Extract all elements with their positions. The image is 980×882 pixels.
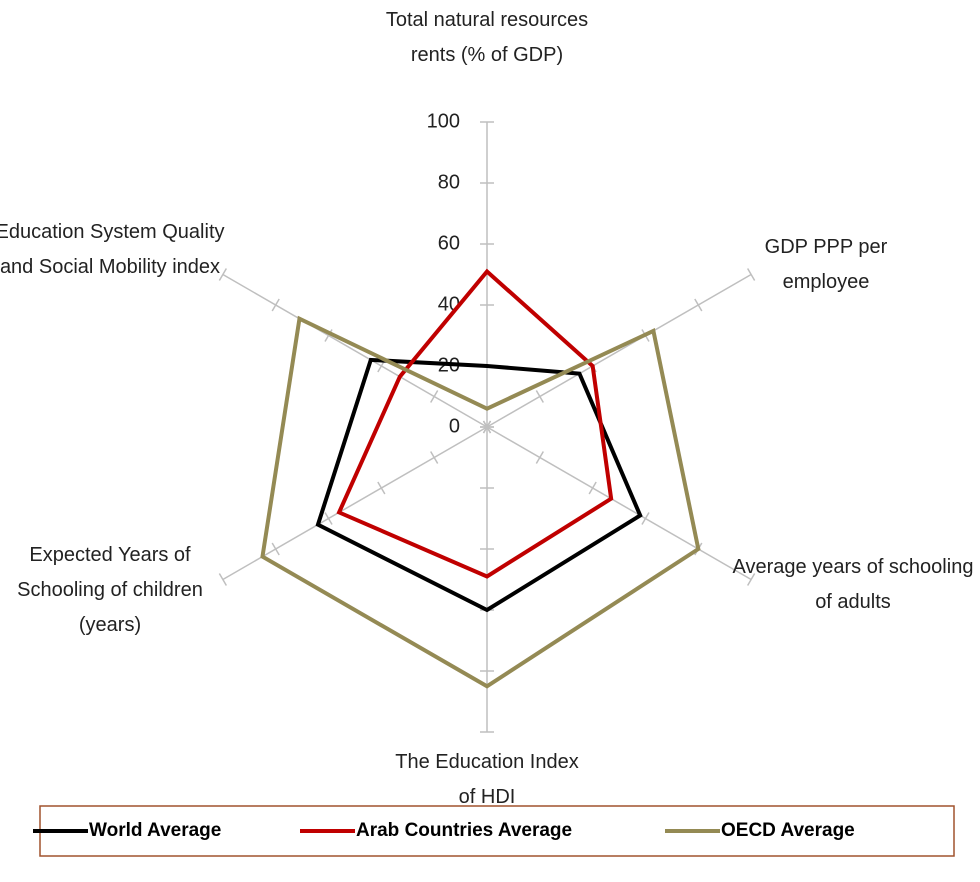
tick-mark (271, 542, 280, 556)
category-label: Average years of schooling of adults (732, 556, 974, 613)
tick-mark (324, 512, 333, 525)
tick-mark (588, 481, 597, 495)
tick-mark (535, 390, 544, 403)
axis-line (486, 426, 752, 581)
tick-mark (535, 451, 544, 464)
tick-mark (430, 451, 439, 464)
category-label: Education System Quality and Social Mobi… (0, 221, 225, 278)
y-tick-label: 40 (438, 293, 460, 315)
y-tick-label: 60 (438, 232, 460, 254)
category-label: The Education Index of HDI (395, 751, 579, 808)
tick-mark (746, 268, 756, 281)
tick-mark (482, 420, 492, 434)
y-tick-label: 0 (449, 415, 460, 437)
legend-label: Arab Countries Average (356, 820, 572, 841)
tick-mark (377, 481, 386, 495)
tick-mark (324, 329, 333, 342)
series-line (315, 357, 643, 613)
tick-mark (746, 573, 756, 586)
axis-line (486, 273, 752, 428)
legend-label: OECD Average (721, 820, 855, 841)
tick-mark (694, 298, 703, 312)
tick-mark (218, 573, 228, 586)
axis-line (222, 273, 488, 428)
axis-line (222, 426, 488, 581)
y-tick-label: 100 (427, 110, 460, 132)
category-label: Total natural resources rents (% of GDP) (385, 9, 589, 66)
tick-mark (218, 268, 228, 281)
category-label: Expected Years of Schooling of children … (17, 544, 203, 636)
legend-label: World Average (89, 820, 221, 841)
tick-mark (641, 512, 650, 525)
series-line (260, 315, 701, 689)
y-tick-label: 80 (438, 171, 460, 193)
series-line (336, 268, 614, 579)
category-label: GDP PPP per employee (764, 236, 888, 293)
tick-mark (430, 390, 439, 403)
tick-mark (271, 298, 280, 312)
